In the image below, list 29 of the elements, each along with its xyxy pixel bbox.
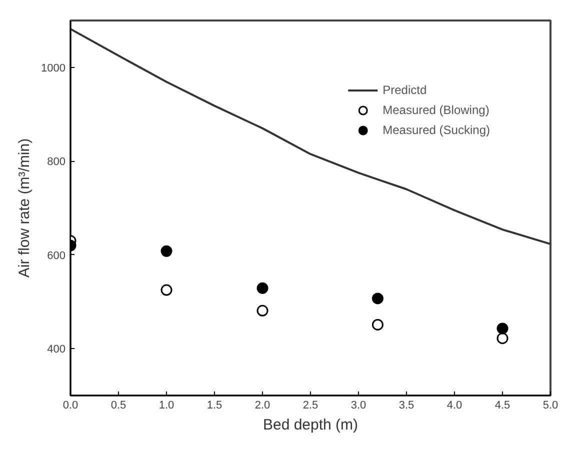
- x-tick-label: 2.5: [302, 400, 318, 412]
- point: [160, 245, 172, 257]
- x-tick-label: 1.0: [158, 400, 174, 412]
- point: [256, 282, 268, 294]
- point: [160, 284, 172, 296]
- y-tick-label: 400: [47, 344, 66, 356]
- x-tick-label: 5.0: [542, 400, 558, 412]
- point: [372, 292, 384, 304]
- legend-label: Predictd: [382, 83, 427, 97]
- y-tick-label: 1000: [41, 62, 66, 74]
- line-series: [70, 28, 550, 246]
- point: [496, 332, 508, 344]
- x-tick-label: 4.5: [494, 400, 510, 412]
- x-tick-label: 3.0: [350, 400, 366, 412]
- y-tick-label: 800: [47, 156, 66, 168]
- y-axis-title: Air flow rate (m³/min): [16, 138, 34, 278]
- point: [372, 318, 384, 330]
- x-tick-label: 0.0: [62, 400, 78, 412]
- x-tick-label: 0.5: [110, 400, 126, 412]
- legend-label: Measured (Sucking): [382, 123, 490, 137]
- point: [256, 304, 268, 316]
- x-axis-title: Bed depth (m): [262, 416, 358, 434]
- x-tick-label: 3.5: [398, 400, 414, 412]
- y-tick-label: 600: [47, 250, 66, 262]
- point: [496, 322, 508, 334]
- x-tick-label: 4.0: [446, 400, 462, 412]
- legend-label: Measured (Blowing): [382, 103, 490, 117]
- x-tick-label: 1.5: [206, 400, 222, 412]
- x-tick-label: 2.0: [254, 400, 270, 412]
